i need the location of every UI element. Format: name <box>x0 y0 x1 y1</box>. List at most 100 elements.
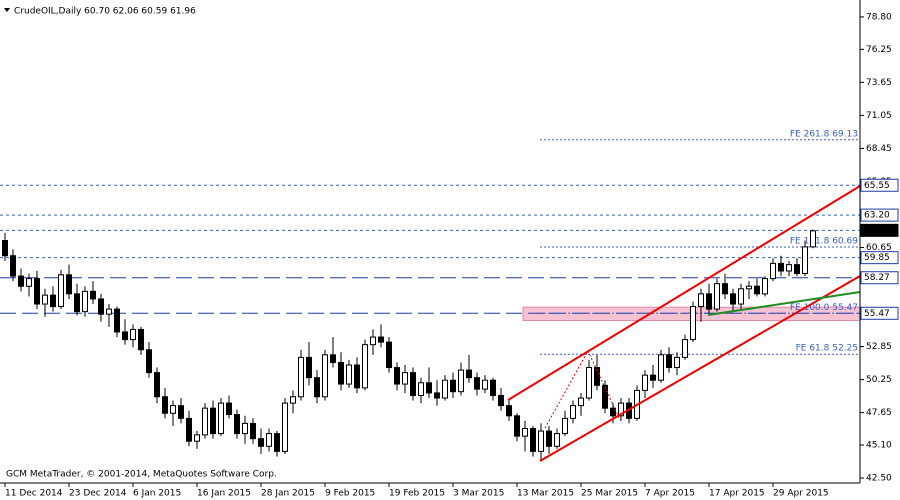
fe-label: FE 100.0 55.47 <box>790 303 858 313</box>
candle-body <box>266 433 272 447</box>
candle-body <box>482 379 488 390</box>
x-tick-label: 16 Jan 2015 <box>197 489 251 499</box>
candle-body <box>418 382 424 396</box>
level-label-box <box>860 306 899 320</box>
drawings <box>507 185 861 462</box>
candle-body <box>290 396 296 404</box>
footer: GCM MetaTrader, © 2001-2014, MetaQuotes … <box>6 470 277 480</box>
level-label: 59.85 <box>864 253 890 263</box>
candle-body <box>562 417 568 435</box>
candle-body <box>178 405 184 419</box>
candle-body <box>130 328 136 341</box>
y-tick-label: 76.25 <box>866 45 892 55</box>
candle-body <box>98 298 104 315</box>
candle-body <box>554 433 560 447</box>
candle-body <box>674 356 680 369</box>
candle-body <box>586 367 592 399</box>
y-tick-label: 45.10 <box>866 441 892 451</box>
candles-layer <box>2 229 816 462</box>
candle-body <box>186 417 192 442</box>
candle-body <box>322 354 328 398</box>
x-tick-label: 28 Jan 2015 <box>261 489 315 499</box>
candle-body <box>770 262 776 280</box>
x-tick-label: 23 Dec 2014 <box>69 489 127 499</box>
candle-body <box>514 415 520 437</box>
candle-body <box>610 407 616 417</box>
candle-body <box>762 278 768 295</box>
candle-body <box>314 377 320 398</box>
candle-body <box>714 283 720 310</box>
candle-body <box>170 405 176 414</box>
candle-body <box>466 369 472 379</box>
y-tick-label: 73.65 <box>866 78 892 88</box>
candle-body <box>250 422 256 440</box>
candle-body <box>18 275 24 287</box>
candle-body <box>602 384 608 409</box>
candle-body <box>530 428 536 452</box>
candle-body <box>786 264 792 272</box>
candle-body <box>434 392 440 399</box>
candle-body <box>298 356 304 398</box>
candle-body <box>242 422 248 435</box>
y-tick-label: 50.25 <box>866 375 892 385</box>
title-arrow <box>4 8 10 12</box>
channel-lower <box>539 275 861 462</box>
y-tick-label: 78.80 <box>866 12 892 22</box>
candle-body <box>738 288 744 305</box>
candle-body <box>338 361 344 385</box>
candle-body <box>778 262 784 272</box>
channel-upper <box>507 185 861 401</box>
candle-body <box>26 278 32 287</box>
candle-body <box>194 434 200 442</box>
y-tick-label: 52.85 <box>866 342 892 352</box>
candle-body <box>362 344 368 389</box>
candle-body <box>378 336 384 343</box>
fe-label: FE 61.8 52.25 <box>796 344 858 354</box>
candle-body <box>218 402 224 435</box>
candle-body <box>730 293 736 305</box>
zigzag <box>544 349 621 429</box>
level-label: 58.27 <box>864 273 890 283</box>
y-tick-label: 68.45 <box>866 144 892 154</box>
candle-body <box>666 354 672 369</box>
candle-body <box>282 402 288 452</box>
candle-body <box>2 240 8 257</box>
candle-body <box>690 306 696 341</box>
y-tick-label: 47.65 <box>866 408 892 418</box>
candle-body <box>370 336 376 346</box>
x-tick-label: 13 Mar 2015 <box>517 489 574 499</box>
candle-body <box>810 230 816 248</box>
candle-body <box>618 402 624 417</box>
candle-body <box>90 290 96 300</box>
x-tick-label: 29 Apr 2015 <box>773 489 829 499</box>
axes-layer: 78.8076.2573.6571.0568.4565.8563.2560.65… <box>4 12 899 499</box>
level-label-box <box>860 251 899 265</box>
candle-body <box>74 293 80 313</box>
candle-body <box>642 374 648 391</box>
x-tick-label: 17 Apr 2015 <box>709 489 765 499</box>
candle-body <box>522 428 528 437</box>
candle-body <box>698 293 704 308</box>
candle-body <box>66 274 72 295</box>
candle-body <box>346 364 352 385</box>
level-label-box <box>860 223 899 237</box>
candle-body <box>746 285 752 290</box>
candle-body <box>274 433 280 452</box>
candle-body <box>402 372 408 385</box>
level-label: 62.00 <box>864 226 890 236</box>
level-label: 55.47 <box>864 309 890 319</box>
candle-body <box>578 397 584 407</box>
candle-body <box>162 396 168 414</box>
y-tick-label: 71.05 <box>866 111 892 121</box>
candle-body <box>450 379 456 393</box>
candle-body <box>106 308 112 315</box>
level-label-box <box>860 178 899 192</box>
candle-body <box>658 354 664 381</box>
candle-body <box>538 430 544 452</box>
x-tick-label: 11 Dec 2014 <box>5 489 63 499</box>
x-tick-label: 19 Feb 2015 <box>389 489 445 499</box>
candle-body <box>802 246 808 275</box>
level-label: 65.55 <box>864 181 890 191</box>
